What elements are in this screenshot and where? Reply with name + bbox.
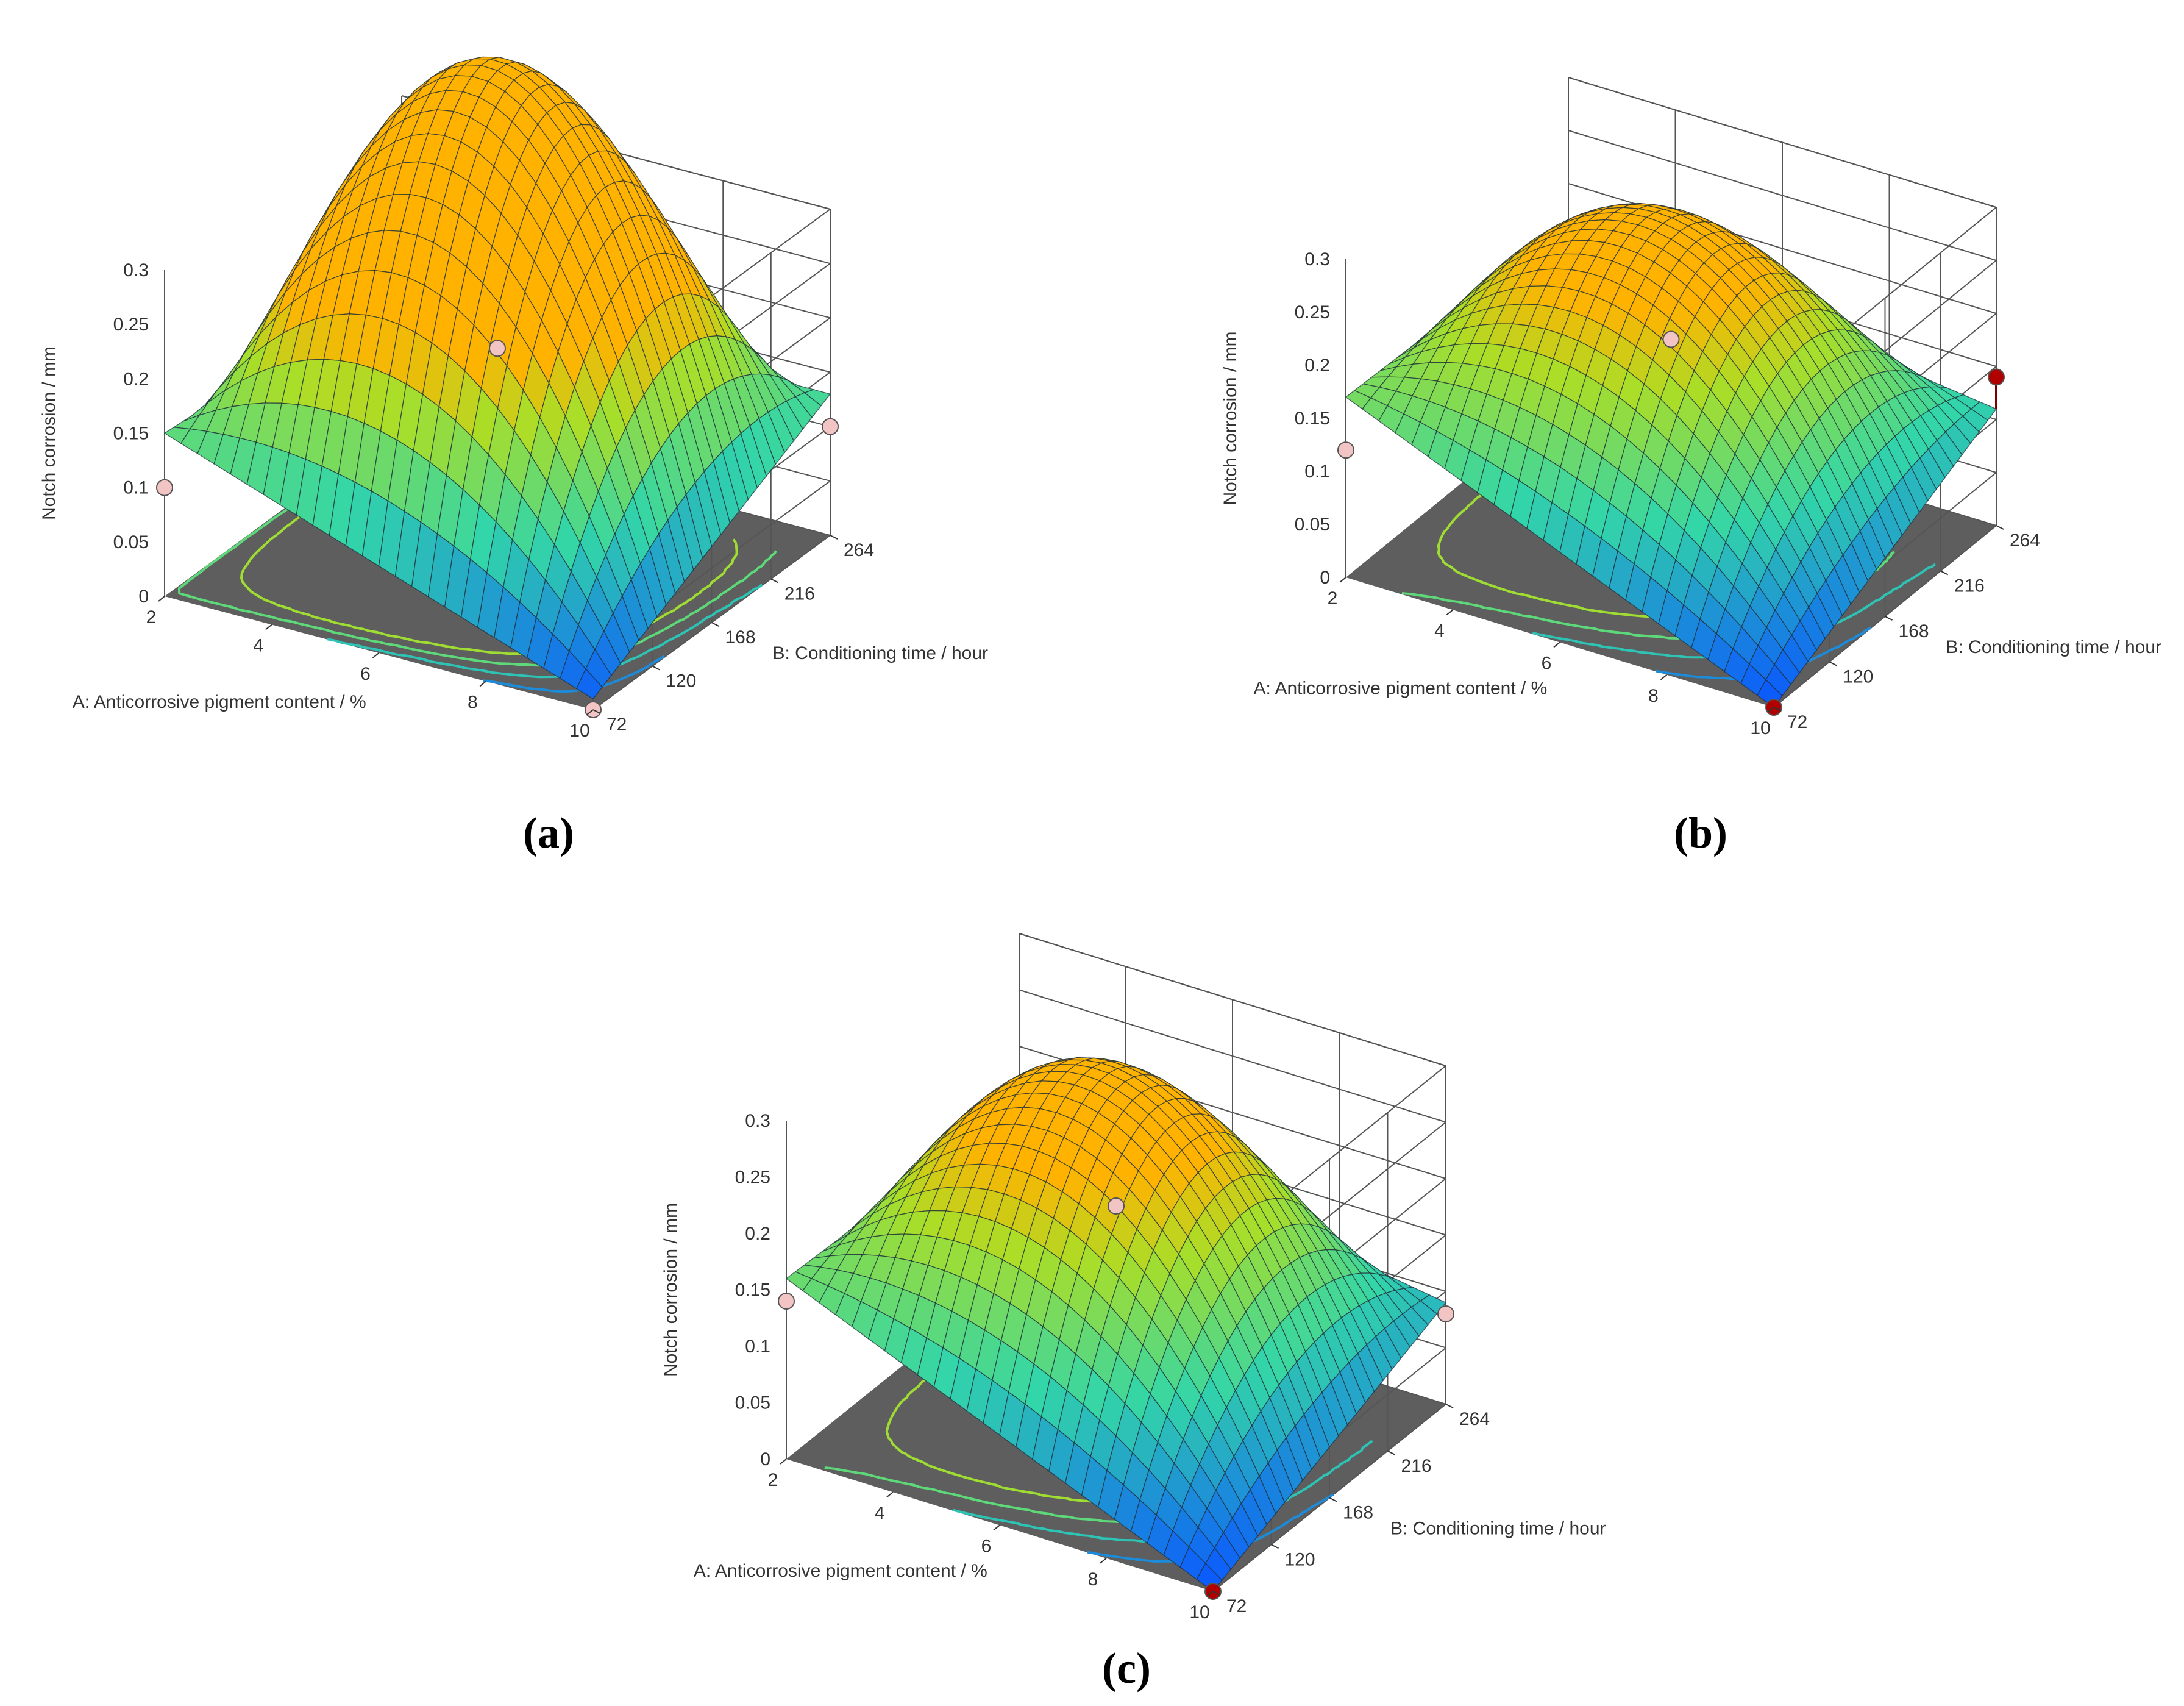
y-tick-label: 264 (844, 540, 874, 560)
design-point-3 (1437, 1305, 1454, 1322)
design-point-2 (778, 1293, 795, 1310)
z-tick-label: 0.1 (745, 1337, 770, 1357)
z-tick-label: 0.15 (113, 424, 149, 444)
y-tick-label: 264 (2010, 530, 2040, 551)
x-tick-label: 8 (1088, 1569, 1098, 1590)
x-axis-title: A: Anticorrosive pigment content / % (694, 1561, 987, 1581)
y-tick-label: 120 (1843, 667, 1873, 687)
y-axis-title: B: Conditioning time / hour (773, 643, 989, 663)
design-point-1 (1108, 1197, 1125, 1215)
y-tick-label: 216 (1401, 1456, 1432, 1476)
z-tick-labels: 0 0.05 0.1 0.15 0.2 0.25 0.3 (1295, 249, 1330, 588)
z-tick-label: 0.05 (1295, 515, 1330, 535)
x-tick-label: 2 (768, 1470, 778, 1490)
z-tick-labels: 0 0.05 0.1 0.15 0.2 0.25 0.3 (113, 260, 149, 607)
y-tick-label: 72 (606, 715, 627, 735)
x-tick-label: 10 (569, 721, 589, 741)
y-tick-label: 120 (666, 671, 696, 691)
x-tick-label: 6 (981, 1536, 992, 1557)
z-tick-labels: 0 0.05 0.1 0.15 0.2 0.25 0.3 (735, 1111, 770, 1469)
y-tick-label: 264 (1459, 1409, 1490, 1429)
design-point-1 (489, 340, 506, 357)
y-tick-label: 168 (1343, 1503, 1373, 1523)
y-tick-label: 168 (725, 627, 756, 648)
x-tick-label: 2 (146, 607, 157, 627)
z-tick-label: 0 (1320, 568, 1330, 588)
y-axis-title: B: Conditioning time / hour (1946, 637, 2162, 657)
design-point-1 (1662, 330, 1680, 348)
x-tick-labels: 2 4 6 8 10 (1328, 577, 1774, 738)
y-tick-label: 120 (1285, 1549, 1315, 1569)
y-axis-title: B: Conditioning time / hour (1390, 1519, 1606, 1539)
z-tick-label: 0.05 (113, 532, 149, 552)
z-tick-label: 0 (138, 587, 149, 607)
caption-b: (b) (1674, 808, 1727, 857)
z-tick-label: 0.1 (123, 478, 149, 498)
x-tick-label: 4 (875, 1503, 885, 1523)
design-point-2 (1337, 441, 1354, 459)
y-tick-label: 216 (784, 584, 815, 604)
response-surface (1345, 203, 1997, 708)
x-tick-label: 2 (1328, 588, 1338, 609)
y-tick-labels: 72 120 168 216 264 (1212, 1404, 1490, 1616)
x-tick-labels: 2 4 6 8 10 (768, 1458, 1214, 1622)
response-surface (785, 1057, 1447, 1592)
x-tick-label: 10 (1750, 718, 1770, 738)
x-tick-label: 10 (1189, 1602, 1209, 1622)
response-surface (163, 56, 831, 700)
z-tick-label: 0.2 (123, 369, 149, 389)
caption-a: (a) (523, 808, 574, 857)
z-tick-label: 0.25 (1295, 302, 1330, 323)
x-tick-labels: 2 4 6 8 10 (146, 596, 594, 741)
z-tick-label: 0.15 (735, 1280, 770, 1301)
z-tick-label: 0.1 (1304, 462, 1330, 482)
x-tick-label: 4 (253, 636, 263, 656)
x-tick-label: 8 (468, 693, 478, 713)
y-tick-label: 72 (1787, 712, 1807, 732)
design-points (1337, 330, 2005, 716)
y-tick-label: 168 (1899, 621, 1929, 641)
design-point-2 (156, 479, 173, 496)
design-point-3 (1988, 368, 2005, 386)
z-tick-label: 0.2 (745, 1224, 770, 1244)
z-axis-title: Notch corrosion / mm (661, 1203, 681, 1377)
z-tick-label: 0.25 (735, 1168, 770, 1188)
surface-plot-a: 0 0.05 0.1 0.15 0.2 0.25 0.3 2 4 6 8 10 72 120 168 216 2… (39, 56, 989, 741)
z-tick-label: 0.3 (745, 1111, 770, 1131)
design-points (778, 1197, 1454, 1600)
z-tick-label: 0.3 (1304, 249, 1330, 269)
z-tick-label: 0.3 (123, 260, 149, 280)
y-tick-labels: 72 120 168 216 264 (592, 535, 874, 735)
z-tick-label: 0.2 (1304, 355, 1330, 376)
surface-plot-b: 0 0.05 0.1 0.15 0.2 0.25 0.3 2 4 6 8 10 72 120 168 216 2… (1220, 77, 2161, 738)
z-tick-label: 0.15 (1295, 409, 1330, 429)
z-tick-label: 0.25 (113, 315, 149, 335)
y-tick-label: 72 (1226, 1596, 1247, 1616)
design-point-3 (822, 418, 839, 435)
z-tick-label: 0 (760, 1449, 770, 1469)
y-tick-labels: 72 120 168 216 264 (1773, 525, 2040, 732)
z-tick-label: 0.05 (735, 1393, 770, 1413)
x-tick-label: 8 (1648, 686, 1659, 706)
x-axis-title: A: Anticorrosive pigment content / % (1253, 679, 1547, 699)
caption-c: (c) (1102, 1644, 1151, 1693)
y-tick-label: 216 (1954, 576, 1985, 596)
z-axis-title: Notch corrosion / mm (1220, 331, 1240, 505)
x-tick-label: 6 (360, 664, 371, 684)
x-axis-title: A: Anticorrosive pigment content / % (73, 692, 366, 712)
x-tick-label: 6 (1542, 654, 1552, 674)
z-axis-title: Notch corrosion / mm (39, 346, 59, 520)
surface-plot-c: 0 0.05 0.1 0.15 0.2 0.25 0.3 2 4 6 8 10 72 120 168 216 2… (661, 933, 1606, 1622)
x-tick-label: 4 (1434, 621, 1445, 641)
